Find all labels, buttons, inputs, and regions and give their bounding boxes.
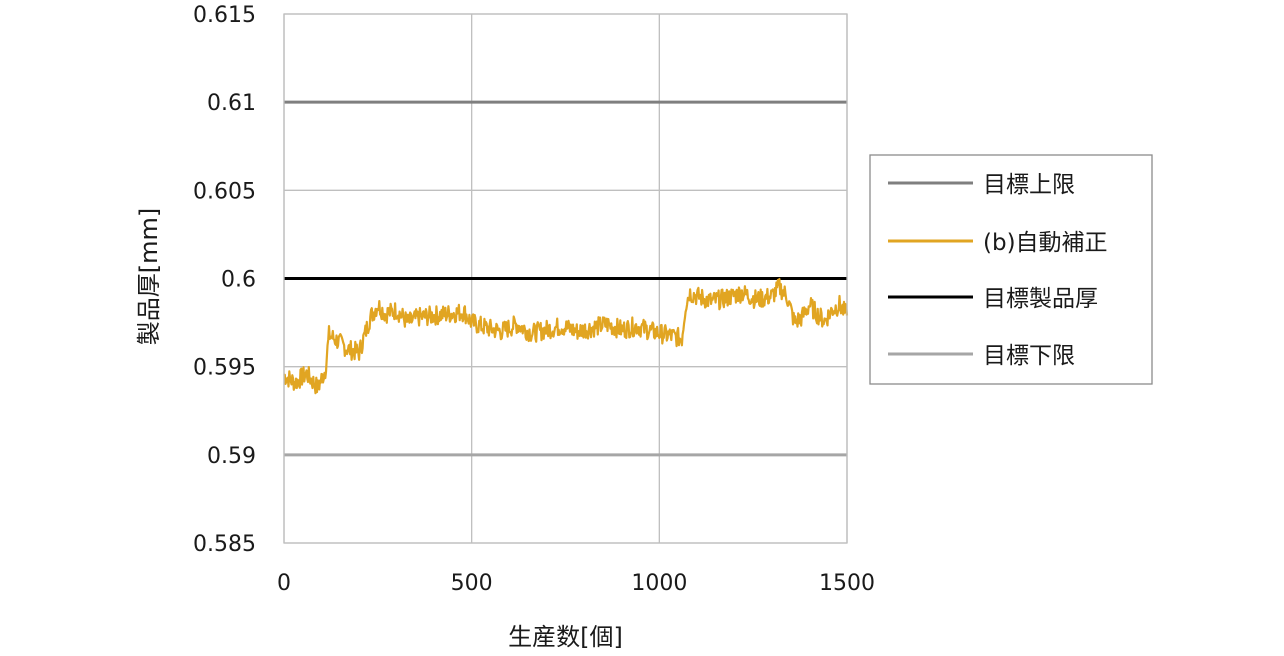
series-line-1 bbox=[283, 277, 849, 395]
x-tick-label: 1500 bbox=[819, 571, 875, 596]
y-tick-label: 0.61 bbox=[207, 91, 256, 116]
x-axis-ticks: 0 500 1000 1500 bbox=[277, 571, 875, 596]
y-tick-label: 0.605 bbox=[193, 179, 256, 204]
x-tick-label: 0 bbox=[277, 571, 291, 596]
y-tick-label: 0.615 bbox=[193, 3, 256, 28]
series-lines bbox=[283, 277, 849, 395]
y-tick-label: 0.585 bbox=[193, 532, 256, 557]
legend-label-3: 目標下限 bbox=[983, 343, 1075, 369]
y-tick-label: 0.6 bbox=[221, 268, 256, 293]
legend-label-2: 目標製品厚 bbox=[983, 286, 1098, 312]
plot-area bbox=[283, 13, 848, 544]
legend-label-1: (b)自動補正 bbox=[983, 230, 1108, 256]
legend-label-0: 目標上限 bbox=[983, 172, 1075, 198]
plot-frame bbox=[283, 13, 848, 544]
y-tick-label: 0.59 bbox=[207, 444, 256, 469]
x-tick-label: 1000 bbox=[631, 571, 687, 596]
legend-box bbox=[869, 154, 1153, 385]
x-axis-title: 生産数[個] bbox=[508, 623, 623, 651]
y-axis-ticks: 0.615 0.61 0.605 0.6 0.595 0.59 0.585 bbox=[193, 3, 256, 557]
x-tick-label: 500 bbox=[451, 571, 493, 596]
y-axis-title: 製品厚[mm] bbox=[135, 208, 163, 345]
y-tick-label: 0.595 bbox=[193, 356, 256, 381]
reference-lines bbox=[284, 100, 847, 457]
